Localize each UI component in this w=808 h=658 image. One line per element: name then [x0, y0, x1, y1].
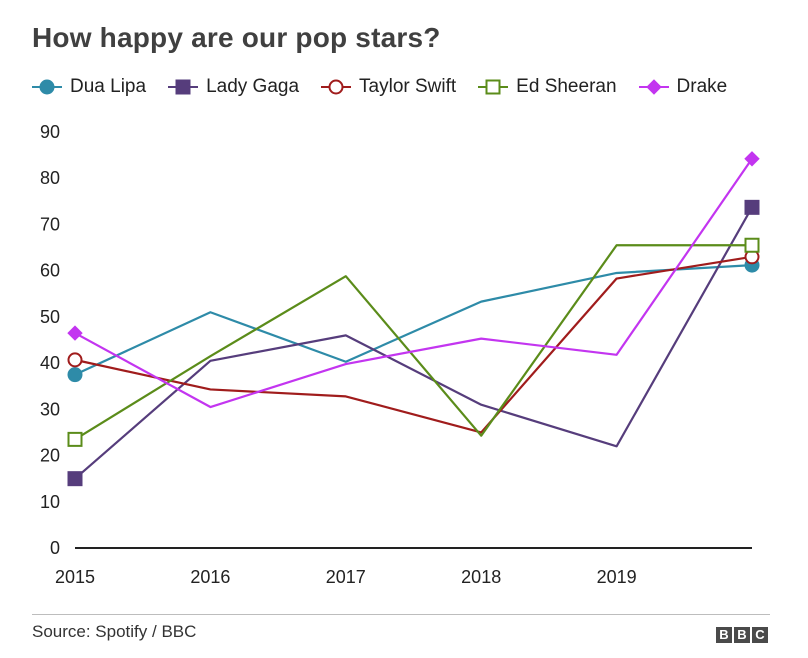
bbc-logo: B B C — [714, 627, 768, 643]
series-layer — [67, 151, 760, 487]
legend-item-taylor-swift: Taylor Swift — [321, 76, 456, 98]
data-point-dua-lipa — [67, 367, 83, 383]
y-tick-label: 10 — [40, 492, 60, 512]
legend-label: Drake — [676, 76, 728, 97]
bbc-logo-letter: B — [734, 627, 750, 643]
x-tick-label: 2015 — [55, 567, 95, 587]
x-tick-label: 2016 — [190, 567, 230, 587]
series-line-drake — [74, 158, 753, 409]
legend-marker-taylor-swift — [321, 79, 352, 95]
data-point-lady-gaga — [744, 199, 760, 215]
y-tick-label: 60 — [40, 261, 60, 281]
y-tick-label: 80 — [40, 168, 60, 188]
page-title: How happy are our pop stars? — [32, 22, 441, 53]
series-line-lady-gaga — [74, 206, 753, 480]
y-tick-label: 90 — [40, 122, 60, 142]
y-tick-label: 0 — [50, 538, 60, 558]
data-point-drake — [67, 325, 83, 341]
data-point-taylor-swift — [67, 352, 83, 368]
y-tick-label: 30 — [40, 399, 60, 419]
legend-label: Taylor Swift — [359, 76, 457, 97]
legend-marker-dua-lipa — [32, 79, 62, 95]
bbc-logo-letter: C — [752, 627, 768, 643]
source-text: Source: Spotify / BBC — [32, 622, 197, 641]
x-tick-label: 2019 — [597, 567, 637, 587]
data-point-ed-sheeran — [67, 431, 83, 447]
legend-symbol — [645, 79, 662, 95]
legend-item-dua-lipa: Dua Lipa — [32, 76, 146, 98]
legend-marker-ed-sheeran — [478, 79, 509, 95]
footer-divider — [32, 614, 770, 615]
y-tick-label: 40 — [40, 353, 60, 373]
legend-marker-drake — [638, 79, 669, 95]
legend-item-drake: Drake — [638, 76, 728, 98]
legend-marker-lady-gaga — [168, 79, 199, 95]
legend-item-lady-gaga: Lady Gaga — [168, 76, 299, 98]
legend-symbol — [485, 79, 501, 95]
y-tick-label: 50 — [40, 307, 60, 327]
chart-legend: Dua Lipa Lady Gaga Taylor Swift Ed Sheeran D… — [32, 76, 749, 98]
bbc-logo-letter: B — [716, 627, 732, 643]
line-chart: 0 10 20 30 40 50 60 70 80 90 2015 2016 2017 2018 2019 — [40, 122, 760, 587]
legend-symbol — [328, 79, 344, 95]
x-tick-label: 2017 — [326, 567, 366, 587]
series-line-ed-sheeran — [74, 244, 752, 441]
y-tick-label: 20 — [40, 446, 60, 466]
series-line-taylor-swift — [74, 255, 753, 434]
y-axis-labels: 0 10 20 30 40 50 60 70 80 90 — [40, 122, 60, 558]
data-point-lady-gaga — [67, 471, 83, 487]
x-tick-label: 2018 — [461, 567, 501, 587]
series-line-dua-lipa — [74, 264, 753, 376]
legend-label: Lady Gaga — [206, 76, 300, 97]
legend-label: Ed Sheeran — [516, 76, 617, 97]
legend-label: Dua Lipa — [70, 76, 147, 97]
legend-symbol — [175, 79, 191, 95]
data-point-ed-sheeran — [744, 237, 760, 253]
x-axis-labels: 2015 2016 2017 2018 2019 — [55, 567, 637, 587]
legend-item-ed-sheeran: Ed Sheeran — [478, 76, 617, 98]
y-tick-label: 70 — [40, 214, 60, 234]
data-point-drake — [744, 151, 760, 167]
legend-symbol — [39, 79, 55, 95]
